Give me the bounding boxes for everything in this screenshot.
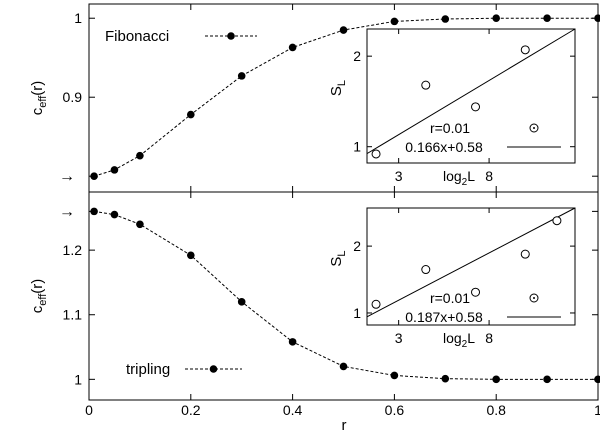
data-point [441,15,450,23]
inset-x-tick-label: 8 [485,168,493,184]
arrow-marker: → [59,168,75,185]
inset-fit-line [366,207,576,318]
data-point [390,17,399,26]
series-line [93,17,598,177]
inset-data-point [371,299,381,309]
inset-legend-marker-dot [533,127,535,129]
inset-y-tick-label: 1 [353,305,361,321]
x-tick-label: 0.4 [283,402,303,418]
data-point [237,298,246,306]
inset-y-label-sub: L [336,250,348,256]
shared-x-axis: 0 0.2 0.4 0.6 0.8 1 [85,402,600,418]
inset-legend-marker-dot [533,297,535,299]
inset-data-point [371,149,381,159]
x-tick-label: 0 [85,402,93,418]
inset-frame [366,28,576,164]
y-axis-label-main: c [29,305,46,313]
inset-x-label: log2L [443,168,475,188]
y-axis-label-sub: eff [37,95,49,108]
data-point [187,110,195,119]
legend-marker [209,365,218,373]
inset-data-point [552,216,562,226]
x-axis-label: r [342,417,347,434]
y-tick-label: 1 [74,10,82,26]
inset-data-point [471,287,481,297]
arrow-marker: → [59,203,75,220]
data-point [543,375,551,384]
data-point [492,14,501,23]
data-point [543,14,551,23]
data-point [136,151,144,160]
x-tick-label: 1 [594,402,600,418]
data-point [594,375,600,384]
legend-label: tripling [126,361,170,378]
inset-legend-fit: 0.166x+0.58 [405,139,483,155]
data-point [441,374,450,383]
inset-data-point [421,80,431,90]
legend-marker [227,32,235,40]
y-axis-label-tail: (r) [29,81,46,96]
data-point [90,207,98,216]
inset-y-label: SL [328,80,348,96]
inset-x-label-sub: 2 [462,339,468,350]
inset-x-label-tail: L [467,168,475,184]
data-point [339,362,348,371]
data-point [110,210,119,219]
inset-y-tick-label: 2 [353,238,361,254]
data-point [90,172,98,181]
inset-fit-line [366,28,576,155]
inset-y-label: SL [328,250,348,266]
y-axis-label-sub: eff [37,293,49,306]
inset-x-label-main: log [443,168,462,184]
legend-label: Fibonacci [105,28,169,45]
y-tick-label: 1 [74,371,82,387]
data-point [339,26,348,34]
inset-data-point [471,102,481,112]
data-point [136,220,144,229]
data-point [288,338,297,346]
inset-x-label-main: log [443,330,462,346]
y-tick-label: 1.1 [63,307,83,323]
data-point [237,72,246,80]
inset-y-tick-label: 1 [353,139,361,155]
inset-legend-points: r=0.01 [430,290,470,306]
panel-frame [88,191,599,401]
data-point [492,375,501,384]
inset-y-tick-label: 2 [353,48,361,64]
inset-y-label-main: S [328,86,345,96]
data-point [110,166,119,174]
inset-data-point [520,249,530,259]
inset-y-label-main: S [328,257,345,267]
x-tick-label: 0.8 [486,402,506,418]
inset-x-tick-label: 3 [395,168,403,184]
inset-legend-fit: 0.187x+0.58 [405,309,483,325]
inset-frame [366,207,576,326]
x-tick-label: 0.2 [181,402,201,418]
y-tick-label: 0.9 [63,89,83,105]
inset-data-point [520,45,530,55]
data-point [288,43,297,52]
inset-x-tick-label: 8 [485,330,493,346]
y-axis-label-tail: (r) [29,279,46,294]
inset-x-label-tail: L [467,330,475,346]
data-point [187,251,195,260]
inset-x-tick-label: 3 [395,330,403,346]
data-point [594,14,600,23]
inset-x-label: log2L [443,330,475,350]
y-tick-label: 1.2 [63,242,83,258]
data-point [390,371,399,380]
y-axis-label: ceff(r) [29,279,49,314]
y-axis-label-main: c [29,107,46,115]
x-tick-label: 0.6 [385,402,405,418]
y-axis-label: ceff(r) [29,81,49,116]
inset-y-label-sub: L [336,80,348,86]
inset-x-label-sub: 2 [462,177,468,188]
inset-legend-points: r=0.01 [430,120,470,136]
inset-data-point [421,265,431,275]
